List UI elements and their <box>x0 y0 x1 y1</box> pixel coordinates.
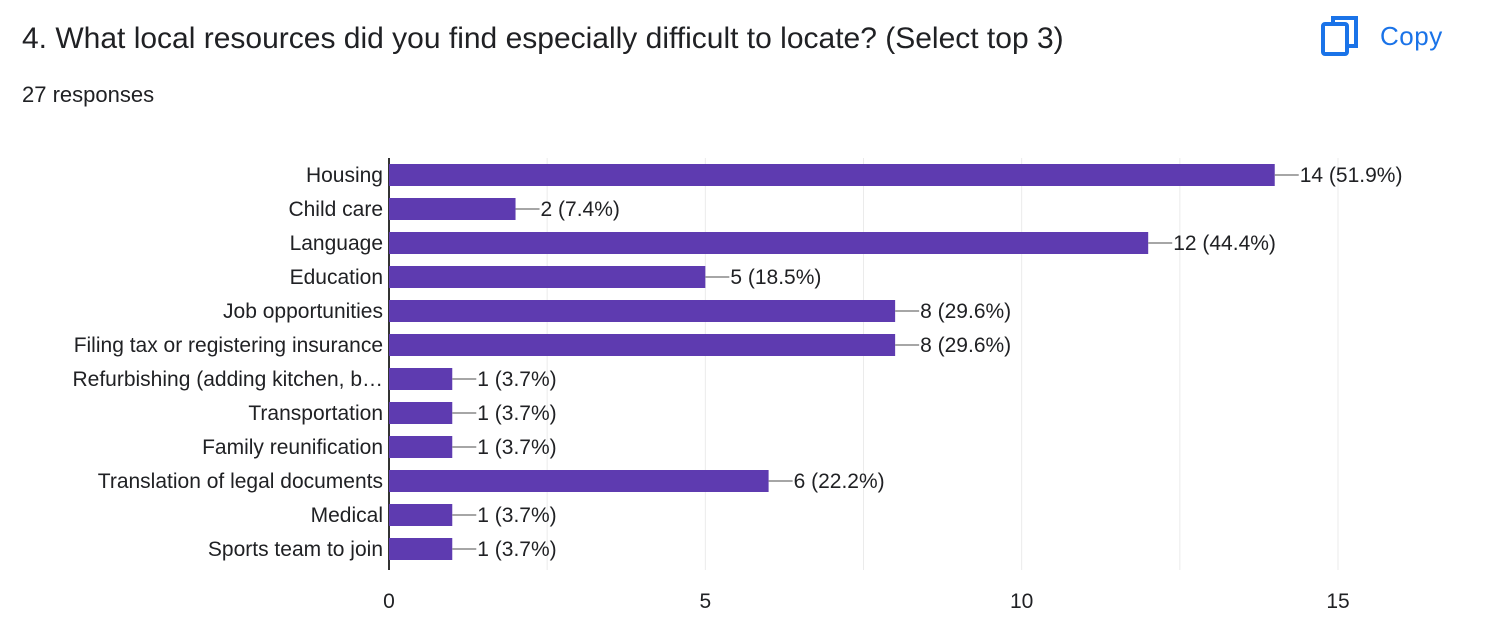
data-label: 2 (7.4%) <box>541 198 620 221</box>
category-label: Translation of legal documents <box>98 470 383 493</box>
x-tick-label: 15 <box>1326 590 1349 613</box>
data-label: 12 (44.4%) <box>1173 232 1276 255</box>
category-label: Sports team to join <box>208 538 383 561</box>
category-label: Education <box>290 266 383 289</box>
data-label: 5 (18.5%) <box>730 266 821 289</box>
bar <box>389 504 453 526</box>
data-label: 8 (29.6%) <box>920 300 1011 323</box>
bar <box>389 334 896 356</box>
category-label: Language <box>290 232 383 255</box>
category-label: Medical <box>311 504 383 527</box>
bar <box>389 164 1275 186</box>
bar <box>389 266 706 288</box>
bars <box>389 164 1275 560</box>
x-tick-label: 5 <box>699 590 711 613</box>
category-label: Transportation <box>248 402 383 425</box>
value-labels: 14 (51.9%) 2 (7.4%) 12 (44.4%) 5 (18.5%) 8 (… <box>452 164 1402 561</box>
bar <box>389 436 453 458</box>
bar <box>389 198 516 220</box>
category-label: Family reunification <box>202 436 383 459</box>
bar-chart: Housing Child care Language Education Job op… <box>72 158 1402 613</box>
copy-label: Copy <box>1380 20 1443 51</box>
data-label: 1 (3.7%) <box>477 504 556 527</box>
response-count: 27 responses <box>22 82 155 107</box>
copy-icon <box>1321 16 1358 56</box>
x-tick-label: 10 <box>1010 590 1033 613</box>
category-labels: Housing Child care Language Education Job op… <box>72 164 383 561</box>
bar <box>389 538 453 560</box>
category-label: Filing tax or registering insurance <box>74 334 383 357</box>
bar <box>389 368 453 390</box>
bar <box>389 232 1149 254</box>
bar <box>389 300 896 322</box>
bar <box>389 402 453 424</box>
data-label: 6 (22.2%) <box>794 470 885 493</box>
data-label: 14 (51.9%) <box>1300 164 1403 187</box>
data-label: 1 (3.7%) <box>477 436 556 459</box>
category-label: Housing <box>306 164 383 187</box>
category-label: Refurbishing (adding kitchen, b… <box>72 368 383 391</box>
category-label: Job opportunities <box>223 300 383 323</box>
data-label: 8 (29.6%) <box>920 334 1011 357</box>
data-label: 1 (3.7%) <box>477 402 556 425</box>
bar <box>389 470 769 492</box>
question-title: 4. What local resources did you find esp… <box>22 22 1064 55</box>
grid-lines <box>388 158 1339 570</box>
data-label: 1 (3.7%) <box>477 538 556 561</box>
copy-button[interactable]: Copy <box>1316 10 1466 62</box>
category-label: Child care <box>288 198 383 221</box>
x-tick-label: 0 <box>383 590 395 613</box>
x-axis-ticks: 0 5 10 15 <box>383 590 1350 613</box>
data-label: 1 (3.7%) <box>477 368 556 391</box>
